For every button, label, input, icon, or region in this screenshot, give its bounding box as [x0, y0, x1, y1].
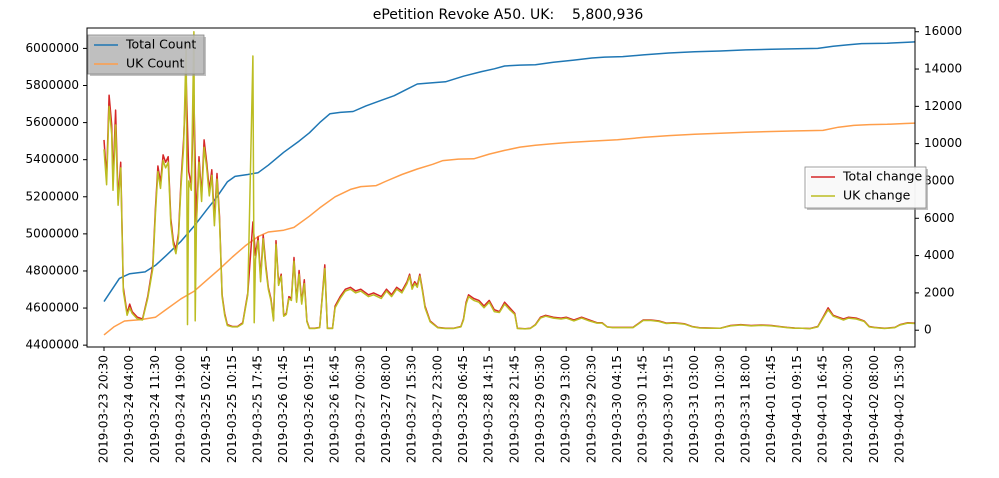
x-tick-label: 2019-03-29 13:00: [559, 355, 573, 463]
legend-lower: Total change UK change: [804, 166, 928, 210]
legend-label: Total Count: [125, 37, 196, 52]
x-tick-label: 2019-03-24 04:00: [122, 355, 136, 463]
y-left-tick-label: 5600000: [26, 115, 79, 129]
chart-title: ePetition Revoke A50. UK: 5,800,936: [373, 7, 644, 23]
x-tick-label: 2019-03-27 15:30: [405, 355, 419, 463]
y-left-tick-label: 5200000: [26, 189, 79, 203]
x-tick-label: 2019-04-02 00:30: [841, 355, 855, 463]
y-left-tick-label: 4600000: [26, 301, 79, 315]
x-tick-label: 2019-03-24 19:00: [174, 355, 188, 463]
x-tick-label: 2019-03-27 00:30: [353, 355, 367, 463]
y-right-tick-label: 6000: [924, 211, 955, 225]
y-left-tick-label: 5400000: [26, 152, 79, 166]
plot-frame: [86, 27, 916, 348]
x-tick-label: 2019-04-01 01:45: [764, 355, 778, 463]
series-line-uk-change: [103, 30, 915, 330]
series-line-uk-count: [103, 122, 915, 336]
x-tick-label: 2019-03-30 19:15: [661, 355, 675, 463]
x-tick-label: 2019-03-29 05:30: [533, 355, 547, 463]
x-tick-label: 2019-03-28 21:45: [507, 355, 521, 463]
y-right-tick-label: 8000: [924, 173, 955, 187]
y-right-tick-label: 4000: [924, 248, 955, 262]
x-tick-label: 2019-03-26 09:15: [302, 355, 316, 463]
right-series-group: [103, 30, 915, 330]
y-right-tick-label: 10000: [924, 136, 962, 150]
y-left-tick-label: 5000000: [26, 226, 79, 240]
y-left-tick-label: 4800000: [26, 263, 79, 277]
x-tick-label: 2019-03-27 23:00: [430, 355, 444, 463]
series-line-total-count: [103, 41, 915, 303]
y-left-tick-label: 4400000: [26, 338, 79, 352]
y-right-tick-label: 12000: [924, 99, 962, 113]
y-axis-right: 0 2000 4000 6000 8000 10000 12000 14000 16000: [915, 24, 962, 337]
x-tick-label: 2019-04-02 15:30: [893, 355, 907, 463]
x-tick-label: 2019-03-28 06:45: [456, 355, 470, 463]
y-axis-left: 4400000 4600000 4800000 5000000 5200000 54000…: [26, 41, 87, 352]
x-tick-label: 2019-03-25 02:45: [199, 355, 213, 463]
y-right-tick-label: 2000: [924, 285, 955, 299]
x-tick-label: 2019-03-30 11:45: [636, 355, 650, 463]
legend-box: [87, 34, 205, 75]
x-tick-label: 2019-03-28 14:15: [482, 355, 496, 463]
x-axis: 2019-03-23 20:30 2019-03-24 04:00 2019-03-…: [97, 347, 907, 463]
legend-label: Total change: [842, 169, 922, 184]
x-tick-label: 2019-03-29 20:30: [584, 355, 598, 463]
x-tick-label: 2019-03-25 17:45: [251, 355, 265, 463]
x-tick-label: 2019-03-26 16:45: [328, 355, 342, 463]
x-tick-label: 2019-03-30 04:15: [610, 355, 624, 463]
legend-label: UK Count: [126, 56, 185, 71]
x-tick-label: 2019-03-24 11:30: [148, 355, 162, 463]
x-tick-label: 2019-04-01 16:45: [815, 355, 829, 463]
y-left-tick-label: 5800000: [26, 78, 79, 92]
x-tick-label: 2019-04-02 08:00: [867, 355, 881, 463]
y-right-tick-label: 14000: [924, 62, 962, 76]
x-tick-label: 2019-03-27 08:00: [379, 355, 393, 463]
legend-label: UK change: [843, 188, 911, 203]
x-tick-label: 2019-03-23 20:30: [97, 355, 111, 463]
legend-upper: Total Count UK Count: [87, 34, 206, 76]
x-tick-label: 2019-03-31 18:00: [738, 355, 752, 463]
x-tick-label: 2019-03-31 03:00: [687, 355, 701, 463]
legend-box: [804, 166, 927, 209]
x-tick-label: 2019-04-01 09:15: [790, 355, 804, 463]
x-tick-label: 2019-03-25 10:15: [225, 355, 239, 463]
y-right-tick-label: 0: [924, 323, 932, 337]
y-right-tick-label: 16000: [924, 24, 962, 38]
x-tick-label: 2019-03-31 10:30: [713, 355, 727, 463]
y-left-tick-label: 6000000: [26, 41, 79, 55]
x-tick-label: 2019-03-26 01:45: [276, 355, 290, 463]
